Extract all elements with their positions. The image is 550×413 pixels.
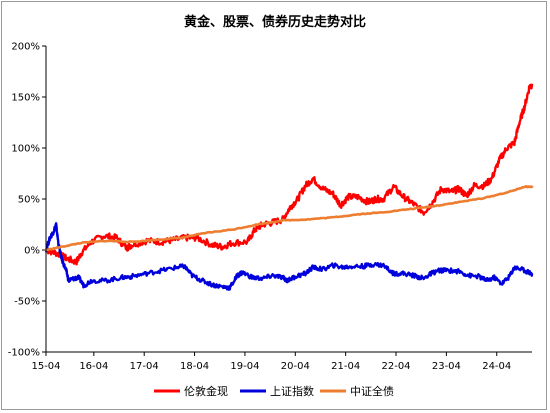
legend-label: 上证指数 (270, 384, 314, 398)
x-tick-label: 20-04 (281, 361, 310, 372)
series-lines (44, 83, 534, 291)
x-axis-ticks: 15-04 16-04 17-04 18-04 19-04 20-04 21-04 22-04… (31, 352, 511, 372)
x-tick-label: 19-04 (230, 361, 259, 372)
y-tick-label: -50% (14, 297, 40, 308)
x-tick-label: 22-04 (381, 361, 410, 372)
x-tick-label: 24-04 (482, 361, 511, 372)
y-tick-label: 100% (11, 144, 40, 155)
y-tick-label: 50% (18, 195, 40, 206)
series-line-3 (44, 185, 534, 252)
x-tick-label: 18-04 (180, 361, 209, 372)
x-tick-label: 23-04 (432, 361, 461, 372)
y-tick-label: -100% (8, 348, 40, 359)
y-axis-ticks: -100% -50% 0% 50% 100% 150% 200% (8, 42, 46, 359)
y-tick-label: 0% (24, 246, 40, 257)
legend-label: 中证全债 (350, 384, 394, 398)
x-tick-label: 21-04 (331, 361, 360, 372)
chart-title: 黄金、股票、债券历史走势对比 (184, 14, 366, 30)
x-tick-label: 17-04 (130, 361, 159, 372)
y-tick-label: 150% (11, 93, 40, 104)
x-tick-label: 15-04 (31, 361, 60, 372)
series-line-1 (44, 83, 534, 266)
chart-legend: 伦敦金现 上证指数 中证全债 (154, 384, 394, 398)
x-tick-label: 16-04 (79, 361, 108, 372)
legend-label: 伦敦金现 (184, 384, 228, 398)
y-tick-label: 200% (11, 42, 40, 53)
series-line-2 (44, 222, 534, 291)
